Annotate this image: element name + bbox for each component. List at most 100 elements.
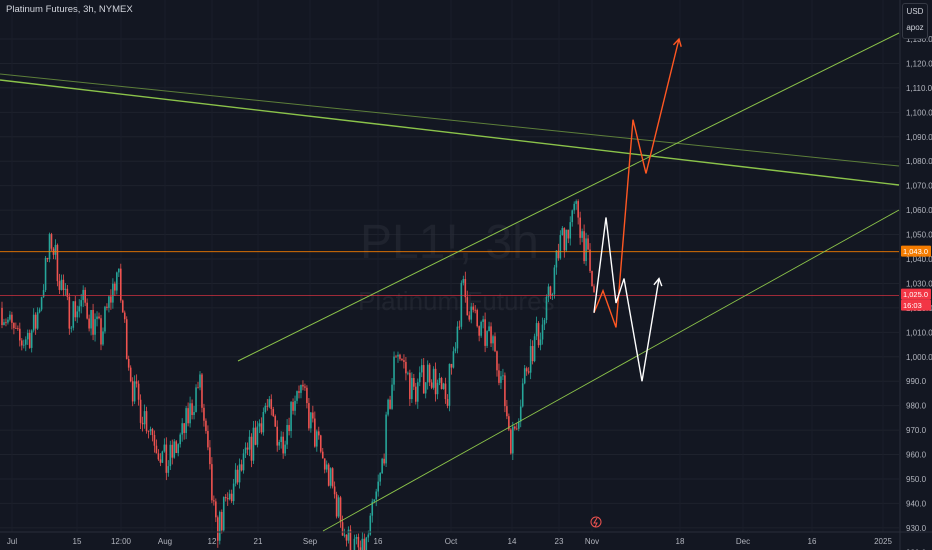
candle-body bbox=[577, 201, 579, 218]
candle-body bbox=[175, 441, 178, 454]
grid bbox=[0, 38, 899, 529]
candle-body bbox=[383, 458, 385, 464]
upper-channel-line[interactable] bbox=[237, 32, 900, 362]
candle-body bbox=[539, 339, 542, 346]
candle-body bbox=[420, 365, 423, 373]
lower-channel-line[interactable] bbox=[322, 209, 900, 532]
candle-body bbox=[167, 466, 170, 473]
candle-body bbox=[519, 406, 522, 422]
candle-body bbox=[54, 244, 57, 255]
price-tick-label: 930.0 bbox=[906, 524, 927, 533]
candle-body bbox=[506, 406, 508, 417]
candle-body bbox=[20, 340, 23, 346]
candle-body bbox=[581, 231, 583, 238]
candle-body bbox=[205, 420, 207, 432]
candle-body bbox=[371, 501, 374, 516]
time-axis[interactable]: Jul 15 12:00 Aug 12 21 Sep 16 Oct 14 23 Nov 18 Dec 16 2… bbox=[0, 531, 932, 546]
candle-body bbox=[268, 399, 271, 407]
candle-body bbox=[401, 358, 403, 361]
candle-body bbox=[482, 319, 484, 322]
currency-button[interactable]: USD apoz bbox=[902, 3, 928, 39]
candle-body bbox=[274, 416, 277, 427]
candle-body bbox=[260, 423, 263, 433]
candle-body bbox=[329, 468, 332, 486]
price-tag-orange-bg bbox=[901, 245, 931, 257]
candle-body bbox=[177, 444, 180, 454]
long-trendline-2[interactable] bbox=[0, 73, 900, 167]
candle-body bbox=[593, 286, 595, 293]
candle-body bbox=[201, 374, 203, 408]
lightning-bolt-icon bbox=[593, 517, 598, 528]
candle-body bbox=[173, 441, 176, 458]
candle-body bbox=[236, 469, 239, 483]
candle-body bbox=[151, 429, 154, 435]
candle-body bbox=[284, 444, 286, 454]
candle-body bbox=[242, 453, 245, 471]
white-projection-arrow-arrowhead bbox=[653, 277, 663, 287]
candle-body bbox=[365, 537, 368, 550]
candle-body bbox=[213, 500, 215, 502]
long-trendline-1[interactable] bbox=[0, 79, 900, 186]
candle-body bbox=[155, 445, 158, 454]
price-tick-label: 970.0 bbox=[906, 426, 927, 435]
time-tick-label: 21 bbox=[254, 537, 263, 546]
candle-body bbox=[211, 464, 213, 501]
price-tick-label: 1,010.0 bbox=[906, 328, 932, 337]
price-axis[interactable]: 1,130.0 1,120.0 1,110.0 1,100.0 1,090.0 1,080… bbox=[899, 0, 932, 550]
candle-body bbox=[159, 459, 162, 463]
candle-body bbox=[114, 283, 116, 291]
candle-body bbox=[157, 453, 160, 460]
candle-body bbox=[476, 310, 478, 327]
candle-body bbox=[13, 322, 15, 329]
candle-body bbox=[523, 368, 526, 384]
candle-body bbox=[302, 384, 304, 387]
candle-body bbox=[96, 316, 98, 320]
candle-body bbox=[288, 425, 290, 432]
price-tick-label: 1,110.0 bbox=[906, 84, 932, 93]
time-tick-label: 23 bbox=[555, 537, 564, 546]
candle-body bbox=[416, 382, 419, 402]
candle-body bbox=[127, 358, 130, 368]
price-tick-label: 1,120.0 bbox=[906, 59, 932, 68]
orange-projection-arrow[interactable] bbox=[593, 38, 680, 328]
candle-body bbox=[480, 321, 482, 336]
white-projection-arrow[interactable] bbox=[593, 217, 660, 382]
candle-body bbox=[444, 383, 447, 400]
candle-body bbox=[143, 411, 146, 425]
candle-body bbox=[294, 400, 296, 411]
candle-body bbox=[72, 301, 75, 328]
candle-body bbox=[272, 409, 275, 417]
candle-body bbox=[248, 436, 251, 450]
time-tick-label: 15 bbox=[73, 537, 82, 546]
candle-body bbox=[286, 425, 288, 445]
candle-body bbox=[104, 306, 106, 332]
candle-body bbox=[191, 403, 193, 415]
candle-body bbox=[436, 382, 439, 395]
time-tick-label: 12:00 bbox=[111, 537, 132, 546]
candle-body bbox=[306, 387, 308, 404]
price-tick-label: 1,070.0 bbox=[906, 182, 932, 191]
candle-body bbox=[80, 300, 82, 307]
candle-body bbox=[131, 381, 134, 402]
candle-body bbox=[171, 444, 174, 458]
price-tick-label: 920.0 bbox=[906, 548, 927, 550]
candle-body bbox=[407, 372, 409, 374]
candle-body bbox=[490, 326, 492, 344]
candle-body bbox=[418, 372, 421, 383]
candle-body bbox=[308, 403, 310, 429]
candle-body bbox=[40, 297, 43, 310]
candle-body bbox=[381, 458, 383, 474]
candle-body bbox=[462, 279, 465, 283]
candle-body bbox=[375, 491, 378, 500]
candle-body bbox=[430, 382, 433, 388]
candle-body bbox=[389, 399, 391, 409]
candle-body bbox=[145, 411, 148, 432]
drawings-layer[interactable] bbox=[0, 32, 900, 532]
candle-body bbox=[68, 296, 71, 329]
candle-body bbox=[42, 290, 45, 298]
candle-body bbox=[458, 326, 461, 328]
candle-body bbox=[78, 306, 81, 312]
candle-body bbox=[472, 306, 475, 310]
candle-body bbox=[369, 515, 372, 535]
